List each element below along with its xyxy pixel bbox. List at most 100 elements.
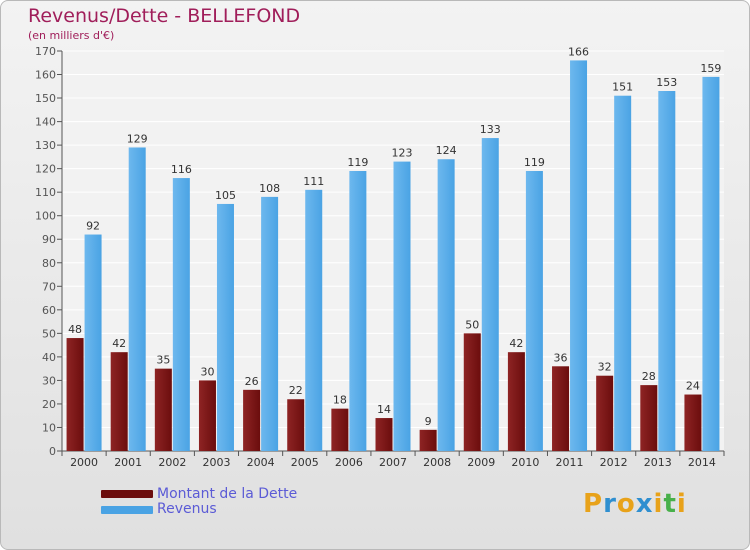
logo-letter: i	[676, 489, 687, 519]
data-label-debt: 26	[245, 375, 259, 388]
x-tick-label: 2011	[556, 456, 584, 469]
chart-title: Revenus/Dette - BELLEFOND	[28, 5, 301, 27]
x-tick-label: 2005	[291, 456, 319, 469]
bar-debt	[331, 408, 349, 451]
legend-swatch-debt	[101, 490, 153, 498]
y-tick-label: 60	[42, 304, 56, 317]
data-label-debt: 14	[377, 403, 391, 416]
bar-revenue	[393, 161, 411, 451]
x-tick-label: 2003	[202, 456, 230, 469]
bar-revenue	[525, 171, 543, 451]
data-label-debt: 30	[200, 365, 214, 378]
bar-debt	[287, 399, 305, 451]
bar-debt	[66, 338, 84, 451]
y-tick-label: 90	[42, 233, 56, 246]
bar-debt	[684, 394, 702, 451]
bar-revenue	[437, 159, 455, 451]
bar-debt	[154, 368, 172, 451]
x-tick-label: 2013	[644, 456, 672, 469]
x-tick-label: 2001	[114, 456, 142, 469]
data-label-revenue: 159	[700, 62, 721, 75]
y-tick-label: 160	[35, 69, 56, 82]
x-tick-label: 2012	[600, 456, 628, 469]
y-tick-label: 30	[42, 374, 56, 387]
bar-debt	[419, 429, 437, 451]
logo-letter: t	[663, 489, 677, 519]
data-label-revenue: 133	[480, 123, 501, 136]
logo-letter: P	[583, 489, 604, 519]
bar-debt	[507, 352, 525, 451]
x-tick-label: 2008	[423, 456, 451, 469]
bar-debt	[552, 366, 570, 451]
bar-debt	[243, 389, 261, 451]
logo-letter: i	[653, 489, 664, 519]
y-tick-label: 120	[35, 163, 56, 176]
data-label-debt: 18	[333, 394, 347, 407]
y-tick-label: 70	[42, 280, 56, 293]
data-label-debt: 22	[289, 384, 303, 397]
data-label-debt: 35	[156, 354, 170, 367]
bar-revenue	[658, 91, 676, 451]
data-label-revenue: 119	[524, 156, 545, 169]
chart-subtitle: (en milliers d'€)	[28, 29, 115, 42]
bar-revenue	[570, 60, 588, 451]
bar-debt	[198, 380, 216, 451]
x-tick-label: 2007	[379, 456, 407, 469]
bar-revenue	[128, 147, 146, 451]
bar-revenue	[84, 234, 102, 451]
x-tick-label: 2014	[688, 456, 716, 469]
data-label-revenue: 129	[127, 132, 148, 145]
bar-revenue	[614, 95, 632, 452]
y-tick-label: 0	[49, 445, 56, 458]
proxiti-logo: Proxiti	[583, 489, 687, 519]
bar-revenue	[481, 138, 499, 451]
y-tick-label: 40	[42, 351, 56, 364]
data-label-debt: 48	[68, 323, 82, 336]
x-tick-label: 2004	[247, 456, 275, 469]
plot-area	[62, 51, 724, 451]
data-label-debt: 42	[509, 337, 523, 350]
y-tick-label: 110	[35, 186, 56, 199]
bar-debt	[640, 385, 658, 451]
bar-debt	[375, 418, 393, 451]
data-label-debt: 36	[554, 351, 568, 364]
x-tick-label: 2009	[467, 456, 495, 469]
logo-letter: x	[635, 489, 654, 519]
y-tick-label: 10	[42, 421, 56, 434]
data-label-debt: 32	[598, 361, 612, 374]
data-label-revenue: 119	[347, 156, 368, 169]
data-label-revenue: 153	[656, 76, 677, 89]
data-label-revenue: 124	[436, 144, 457, 157]
x-tick-label: 2006	[335, 456, 363, 469]
x-tick-label: 2010	[511, 456, 539, 469]
y-tick-label: 140	[35, 116, 56, 129]
data-label-revenue: 116	[171, 163, 192, 176]
bar-revenue	[216, 203, 234, 451]
logo-letter: r	[603, 489, 617, 519]
legend-label-debt: Montant de la Dette	[157, 486, 298, 502]
y-tick-label: 50	[42, 327, 56, 340]
data-label-debt: 42	[112, 337, 126, 350]
y-tick-label: 130	[35, 139, 56, 152]
bar-revenue	[261, 196, 279, 451]
data-label-debt: 24	[686, 380, 700, 393]
y-tick-label: 150	[35, 92, 56, 105]
y-tick-label: 170	[35, 45, 56, 58]
bar-debt	[110, 352, 128, 451]
bar-debt	[596, 375, 614, 451]
y-tick-label: 100	[35, 210, 56, 223]
bar-revenue	[172, 178, 190, 451]
y-tick-label: 80	[42, 257, 56, 270]
legend-swatch-revenue	[101, 506, 153, 514]
logo-letter: o	[616, 489, 636, 519]
bar-revenue	[702, 76, 720, 451]
x-tick-label: 2000	[70, 456, 98, 469]
data-label-debt: 50	[465, 318, 479, 331]
data-label-debt: 28	[642, 370, 656, 383]
bar-revenue	[349, 171, 367, 451]
data-label-revenue: 123	[392, 147, 413, 160]
data-label-revenue: 92	[86, 220, 100, 233]
data-label-revenue: 166	[568, 45, 589, 58]
x-tick-label: 2002	[158, 456, 186, 469]
